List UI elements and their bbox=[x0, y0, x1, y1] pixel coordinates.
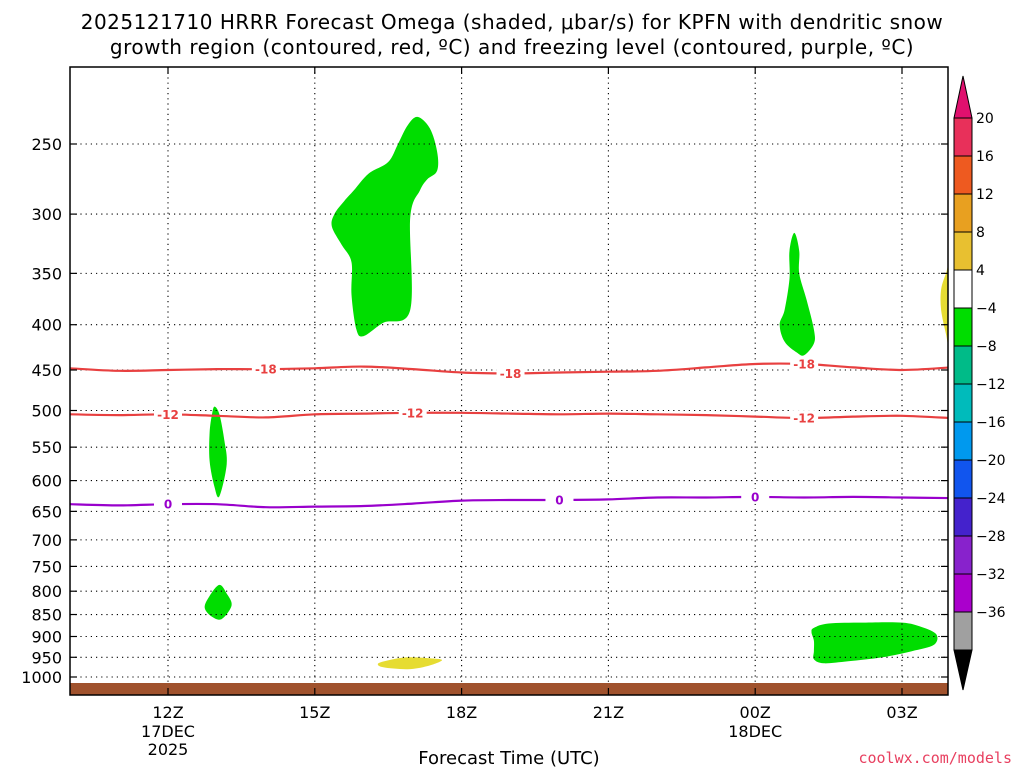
contour-line--12 bbox=[70, 411, 948, 420]
x-tick-label-12Z: 12Z bbox=[152, 703, 183, 722]
colorbar-tick-label-2: 16 bbox=[976, 149, 994, 165]
contour-label-bg-0-3 bbox=[741, 488, 770, 504]
colorbar-tick-label-4: 8 bbox=[976, 225, 985, 241]
contour-label--12-2: -12 bbox=[402, 406, 424, 420]
contour-label-bg-0-1 bbox=[154, 496, 182, 512]
omega-shaded-region-4 bbox=[204, 584, 232, 620]
y-tick-label-800: 800 bbox=[31, 582, 62, 601]
contour-label--12-1: -12 bbox=[157, 408, 179, 422]
credit-text: coolwx.com/models bbox=[858, 749, 1012, 767]
colorbar-top-arrow bbox=[953, 75, 973, 119]
colorbar-bin-13 bbox=[953, 573, 973, 613]
x-axis-label: Forecast Time (UTC) bbox=[418, 748, 599, 768]
y-tick-label-600: 600 bbox=[31, 472, 62, 491]
axis-layer: 250 300 350 400 450 500 550 600 650 700 750 800 850 9… bbox=[21, 67, 948, 759]
colorbar: 20 16 12 8 4 −4 −8 −12 −16 −20 −24 −28 −32 −36 bbox=[953, 75, 1006, 691]
x-tick-year-12Z: 2025 bbox=[148, 740, 189, 759]
omega-shaded-region-7 bbox=[940, 264, 948, 346]
colorbar-bottom-arrow bbox=[953, 649, 973, 691]
x-tick-label-18Z: 18Z bbox=[446, 703, 477, 722]
x-tick-sublabel-12Z: 17DEC bbox=[141, 722, 195, 741]
colorbar-tick-label-1: 20 bbox=[976, 111, 994, 127]
colorbar-bin-1 bbox=[953, 117, 973, 157]
x-tick-label-15Z: 15Z bbox=[299, 703, 330, 722]
contour-line-0 bbox=[70, 495, 948, 509]
contour-label-bg--12-1 bbox=[154, 406, 182, 422]
omega-shaded-region-2 bbox=[779, 232, 815, 356]
y-tick-label-550: 550 bbox=[31, 438, 62, 457]
colorbar-tick-label-10: −20 bbox=[976, 453, 1006, 469]
colorbar-tick-label-11: −24 bbox=[976, 491, 1006, 507]
omega-shaded-region-1 bbox=[331, 116, 439, 337]
colorbar-tick-label-3: 12 bbox=[976, 187, 994, 203]
chart-title-line-2: growth region (contoured, red, ºC) and f… bbox=[110, 35, 914, 59]
y-tick-label-900: 900 bbox=[31, 627, 62, 646]
colorbar-bin-8 bbox=[953, 383, 973, 423]
y-tick-label-750: 750 bbox=[31, 557, 62, 576]
colorbar-bin-10 bbox=[953, 459, 973, 499]
x-tick-sublabel-00Z: 18DEC bbox=[728, 722, 782, 741]
y-tick-label-700: 700 bbox=[31, 531, 62, 550]
contour-label-bg--18-2 bbox=[496, 365, 525, 381]
colorbar-bin-4 bbox=[953, 231, 973, 271]
colorbar-bin-14 bbox=[953, 611, 973, 651]
colorbar-tick-label-5: 4 bbox=[976, 263, 985, 279]
contour-label--18-3: -18 bbox=[793, 357, 815, 371]
grid-layer bbox=[70, 67, 948, 695]
colorbar-tick-label-14: −36 bbox=[976, 605, 1006, 621]
contour-label-bg--12-2 bbox=[398, 404, 427, 420]
contour-layer: -18 -18 -18 -12 -12 -12 0 0 0 bbox=[70, 355, 948, 512]
y-tick-label-950: 950 bbox=[31, 648, 62, 667]
y-tick-label-500: 500 bbox=[31, 402, 62, 421]
colorbar-bin-11 bbox=[953, 497, 973, 537]
contour-label-0-1: 0 bbox=[164, 498, 172, 512]
contour-label--12-3: -12 bbox=[793, 412, 815, 426]
colorbar-tick-label-12: −28 bbox=[976, 529, 1006, 545]
plot-frame bbox=[69, 66, 949, 696]
contour-label-0-3: 0 bbox=[751, 490, 759, 504]
contour-label-bg--18-1 bbox=[251, 361, 280, 377]
contour-label-bg--18-3 bbox=[790, 355, 819, 371]
colorbar-bin-3 bbox=[953, 193, 973, 233]
colorbar-tick-label-6: −4 bbox=[976, 301, 997, 317]
colorbar-bin-12 bbox=[953, 535, 973, 575]
y-tick-label-450: 450 bbox=[31, 361, 62, 380]
y-tick-label-350: 350 bbox=[31, 264, 62, 283]
omega-shaded-region-5 bbox=[811, 622, 938, 664]
colorbar-bin-9 bbox=[953, 421, 973, 461]
colorbar-bin-7 bbox=[953, 345, 973, 385]
colorbar-tick-label-9: −16 bbox=[976, 415, 1006, 431]
colorbar-bin-5 bbox=[953, 269, 973, 309]
y-tick-label-300: 300 bbox=[31, 205, 62, 224]
ground-strip bbox=[70, 683, 948, 695]
y-tick-label-850: 850 bbox=[31, 606, 62, 625]
y-tick-label-400: 400 bbox=[31, 316, 62, 335]
contour-label--18-2: -18 bbox=[500, 367, 522, 381]
colorbar-tick-label-8: −12 bbox=[976, 377, 1006, 393]
y-tick-label-650: 650 bbox=[31, 502, 62, 521]
omega-shading-layer bbox=[204, 116, 948, 670]
colorbar-bin-2 bbox=[953, 155, 973, 195]
y-tick-label-1000: 1000 bbox=[21, 668, 62, 687]
x-tick-label-00Z: 00Z bbox=[740, 703, 771, 722]
colorbar-bin-6 bbox=[953, 307, 973, 347]
colorbar-tick-label-13: −32 bbox=[976, 567, 1006, 583]
contour-label--18-1: -18 bbox=[255, 363, 277, 377]
x-tick-label-03Z: 03Z bbox=[886, 703, 917, 722]
omega-shaded-region-6 bbox=[377, 657, 442, 670]
chart-title-line-1: 2025121710 HRRR Forecast Omega (shaded, … bbox=[81, 10, 944, 34]
contour-label-bg-0-2 bbox=[545, 491, 574, 507]
contour-label-0-2: 0 bbox=[555, 493, 563, 507]
x-tick-label-21Z: 21Z bbox=[593, 703, 624, 722]
colorbar-tick-label-7: −8 bbox=[976, 339, 997, 355]
omega-shaded-region-3 bbox=[209, 406, 227, 498]
y-tick-label-250: 250 bbox=[31, 135, 62, 154]
contour-label-bg--12-3 bbox=[790, 410, 819, 426]
